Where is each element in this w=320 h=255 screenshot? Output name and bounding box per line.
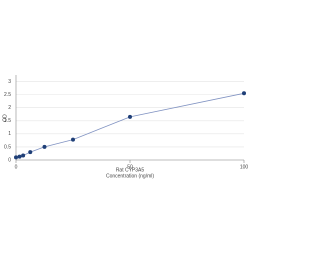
data-point — [14, 155, 18, 160]
x-axis-label: Rat CYP3A5 — [116, 167, 145, 173]
data-point — [17, 154, 22, 159]
x-axis-sublabel: Concentration (ng/ml) — [106, 173, 154, 179]
y-tick-label: 1.5 — [4, 118, 11, 124]
y-tick-label: 0 — [8, 157, 11, 163]
y-tick-label: 1 — [8, 131, 11, 137]
data-point — [42, 144, 47, 149]
series-line — [15, 92, 245, 158]
y-tick-label: 2.5 — [4, 92, 11, 98]
data-point — [21, 153, 26, 158]
y-tick-label: 2 — [8, 105, 11, 111]
x-tick-label: 100 — [240, 164, 249, 170]
y-tick-label: 0.5 — [4, 144, 11, 150]
chart: Rat CYP3A5 Concentration (ng/ml) OD 0 0.5… — [2, 75, 249, 179]
data-point — [28, 150, 33, 155]
data-point — [71, 137, 75, 142]
data-point — [242, 91, 246, 96]
y-axis-label: OD — [2, 114, 8, 122]
x-tick-label: 50 — [127, 164, 133, 170]
x-tick-label: 0 — [15, 164, 18, 170]
data-point — [128, 114, 132, 119]
y-tick-label: 3 — [8, 79, 11, 85]
